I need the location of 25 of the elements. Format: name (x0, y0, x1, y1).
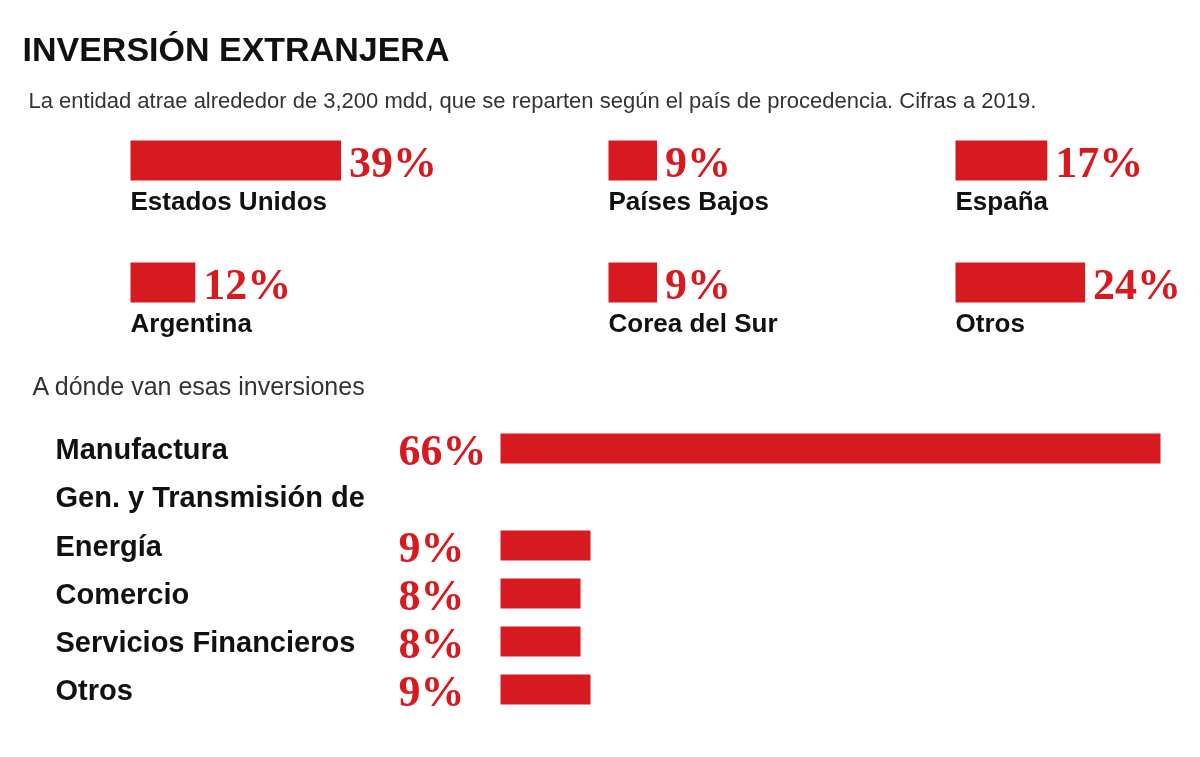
y-tick-label: Argentina (130, 307, 253, 338)
y-tick-label: Corea del Sur (608, 307, 778, 338)
data-label: 24% (1093, 260, 1182, 309)
data-label: 12% (203, 260, 292, 309)
data-label: 9% (665, 138, 732, 187)
data-label: 39% (349, 138, 438, 187)
data-label: 17% (1055, 138, 1144, 187)
data-label: 8% (398, 619, 465, 668)
y-tick-label: Otros (55, 673, 133, 706)
y-tick-label: España (955, 185, 1049, 216)
y-tick-label: Servicios Financieros (55, 625, 356, 658)
y-tick-label: Comercio (55, 577, 190, 610)
y-tick-label: Manufactura (55, 432, 229, 465)
data-label: 9% (665, 260, 732, 309)
y-tick-label: Gen. y Transmisión de Energía (55, 480, 365, 562)
text: A dónde van esas inversiones (32, 371, 365, 400)
y-tick-label: Países Bajos (608, 185, 769, 216)
y-tick-label: Otros (955, 307, 1025, 338)
data-label: 66% (398, 426, 487, 475)
text: INVERSIÓN EXTRANJERA (22, 29, 450, 68)
data-label: 8% (398, 571, 465, 620)
y-tick-label: Estados Unidos (130, 185, 327, 216)
text: La entidad atrae alrededor de 3,200 mdd, que se reparten según el país de procedencia. Cifras a 2019. (28, 88, 1037, 113)
data-label: 9% (398, 523, 465, 572)
data-label: 9% (398, 667, 465, 716)
